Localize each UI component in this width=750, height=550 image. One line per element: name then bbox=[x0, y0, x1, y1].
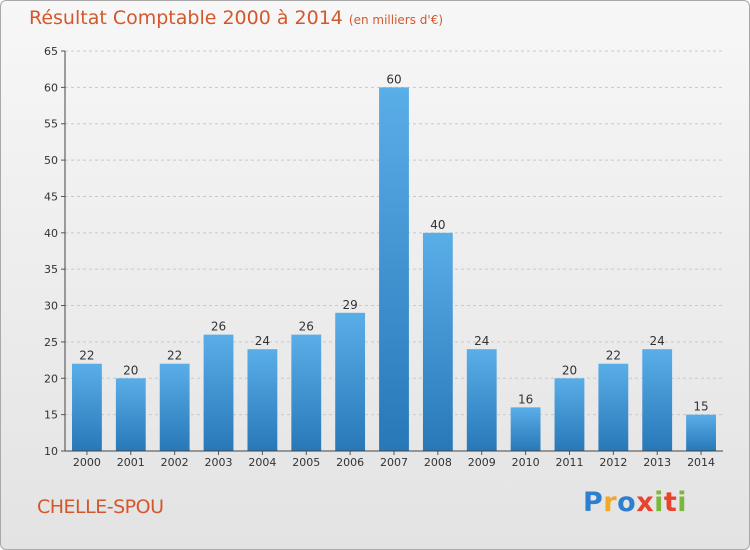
logo-letter: r bbox=[603, 487, 618, 518]
x-tick-label: 2010 bbox=[512, 456, 540, 469]
x-tick-label: 2008 bbox=[424, 456, 452, 469]
value-labels: 22 20 22 26 24 26 29 60 40 24 16 20 22 24 15 bbox=[79, 72, 708, 413]
bar-2004 bbox=[247, 349, 278, 451]
x-tick-label: 2009 bbox=[468, 456, 496, 469]
y-tick-label: 20 bbox=[44, 372, 58, 385]
bar-2001 bbox=[115, 378, 146, 451]
title-unit: (en milliers d'€) bbox=[348, 13, 444, 27]
value-label-2005: 26 bbox=[299, 320, 314, 334]
proxiti-logo[interactable]: Proxiti bbox=[583, 487, 687, 518]
logo-letter: P bbox=[583, 487, 604, 518]
bar-2010 bbox=[510, 407, 541, 451]
x-tick-label: 2011 bbox=[555, 456, 583, 469]
x-tick-label: 2013 bbox=[643, 456, 671, 469]
y-tick-label: 40 bbox=[44, 227, 58, 240]
logo-letter: i bbox=[654, 487, 664, 518]
bar-2013 bbox=[642, 349, 673, 451]
value-label-2008: 40 bbox=[430, 218, 445, 232]
value-label-2001: 20 bbox=[123, 363, 138, 377]
value-label-2014: 15 bbox=[693, 400, 708, 414]
value-label-2011: 20 bbox=[562, 363, 577, 377]
bar-2002 bbox=[159, 363, 190, 451]
value-label-2009: 24 bbox=[474, 334, 489, 348]
bar-2012 bbox=[598, 363, 629, 451]
value-label-2013: 24 bbox=[650, 334, 665, 348]
logo-letter: o bbox=[617, 487, 637, 518]
y-tick-label: 45 bbox=[44, 190, 58, 203]
bar-2009 bbox=[466, 349, 497, 451]
x-tick-label: 2005 bbox=[292, 456, 320, 469]
y-tick-label: 65 bbox=[44, 45, 58, 58]
bar-2003 bbox=[203, 334, 234, 451]
y-tick-label: 35 bbox=[44, 263, 58, 276]
y-tick-label: 50 bbox=[44, 154, 58, 167]
bar-2006 bbox=[335, 312, 366, 451]
value-label-2007: 60 bbox=[386, 72, 401, 86]
x-tick-label: 2000 bbox=[73, 456, 101, 469]
x-tick-label: 2002 bbox=[161, 456, 189, 469]
y-axis-ticks: 10 15 20 25 30 35 40 45 50 55 60 65 bbox=[44, 45, 65, 458]
x-tick-label: 2012 bbox=[599, 456, 627, 469]
y-tick-label: 15 bbox=[44, 409, 58, 422]
y-tick-label: 30 bbox=[44, 300, 58, 313]
value-label-2002: 22 bbox=[167, 349, 182, 363]
x-tick-label: 2014 bbox=[687, 456, 715, 469]
y-tick-label: 55 bbox=[44, 118, 58, 131]
value-label-2004: 24 bbox=[255, 334, 270, 348]
x-tick-label: 2006 bbox=[336, 456, 364, 469]
value-label-2006: 29 bbox=[342, 298, 357, 312]
bar-2008 bbox=[422, 232, 453, 451]
x-tick-label: 2007 bbox=[380, 456, 408, 469]
bar-2007 bbox=[379, 87, 409, 451]
x-tick-label: 2004 bbox=[248, 456, 276, 469]
value-label-2012: 22 bbox=[606, 349, 621, 363]
value-label-2003: 26 bbox=[211, 320, 226, 334]
logo-letter: t bbox=[663, 487, 678, 518]
y-tick-label: 10 bbox=[44, 445, 58, 458]
chart-title: Résultat Comptable 2000 à 2014 (en millie… bbox=[29, 7, 443, 29]
x-tick-label: 2001 bbox=[117, 456, 145, 469]
title-text: Résultat Comptable 2000 à 2014 bbox=[29, 7, 343, 29]
logo-letter: x bbox=[636, 487, 655, 518]
value-label-2000: 22 bbox=[79, 349, 94, 363]
bar-2014 bbox=[686, 414, 716, 451]
x-tick-label: 2003 bbox=[205, 456, 233, 469]
y-tick-label: 25 bbox=[44, 336, 58, 349]
bars bbox=[72, 87, 716, 451]
logo-letter: i bbox=[677, 487, 688, 518]
bar-2011 bbox=[554, 378, 585, 451]
commune-name: CHELLE-SPOU bbox=[37, 496, 164, 518]
bar-2005 bbox=[291, 334, 322, 451]
y-tick-label: 60 bbox=[44, 81, 58, 94]
bar-2000 bbox=[72, 363, 102, 451]
x-axis-ticks: 2000 2001 2002 2003 2004 2005 2006 2007 2008 2009… bbox=[73, 451, 715, 469]
value-label-2010: 16 bbox=[518, 392, 533, 406]
